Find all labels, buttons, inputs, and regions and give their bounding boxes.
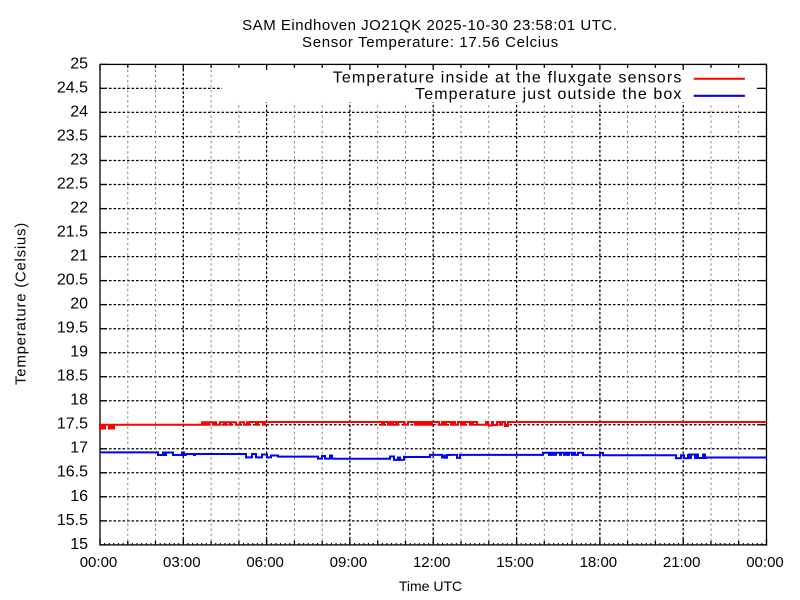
svg-text:Time UTC: Time UTC	[399, 578, 462, 594]
svg-text:17: 17	[70, 440, 88, 457]
svg-text:15.5: 15.5	[57, 512, 88, 529]
svg-text:16.5: 16.5	[57, 464, 88, 481]
svg-text:19: 19	[70, 344, 88, 361]
svg-text:19.5: 19.5	[57, 320, 88, 337]
svg-text:Temperature just outside the b: Temperature just outside the box	[415, 86, 682, 103]
svg-text:18:00: 18:00	[580, 554, 618, 571]
svg-text:20: 20	[70, 296, 88, 313]
svg-text:00:00: 00:00	[80, 554, 118, 571]
svg-text:24: 24	[70, 103, 88, 120]
svg-text:Temperature inside at the flux: Temperature inside at the fluxgate senso…	[333, 70, 683, 87]
svg-text:16: 16	[70, 488, 88, 505]
svg-text:09:00: 09:00	[330, 554, 368, 571]
svg-text:Temperature (Celsius): Temperature (Celsius)	[13, 222, 30, 385]
svg-text:03:00: 03:00	[163, 554, 201, 571]
svg-text:18: 18	[70, 392, 88, 409]
svg-text:22.5: 22.5	[57, 175, 88, 192]
svg-text:18.5: 18.5	[57, 368, 88, 385]
svg-text:25: 25	[70, 55, 88, 72]
svg-text:15: 15	[70, 536, 88, 553]
svg-text:SAM Eindhoven JO21QK 2025-10-3: SAM Eindhoven JO21QK 2025-10-30 23:58:01…	[242, 17, 617, 34]
svg-text:21: 21	[70, 248, 88, 265]
svg-text:00:00: 00:00	[746, 554, 784, 571]
svg-text:12:00: 12:00	[413, 554, 451, 571]
svg-text:21.5: 21.5	[57, 223, 88, 240]
svg-text:23.5: 23.5	[57, 127, 88, 144]
svg-text:17.5: 17.5	[57, 416, 88, 433]
svg-text:20.5: 20.5	[57, 272, 88, 289]
svg-text:24.5: 24.5	[57, 79, 88, 96]
svg-text:06:00: 06:00	[246, 554, 284, 571]
svg-text:15:00: 15:00	[496, 554, 534, 571]
svg-text:22: 22	[70, 199, 88, 216]
svg-text:23: 23	[70, 151, 88, 168]
svg-text:Sensor Temperature: 17.56 Celc: Sensor Temperature: 17.56 Celcius	[302, 34, 559, 51]
svg-text:21:00: 21:00	[663, 554, 701, 571]
